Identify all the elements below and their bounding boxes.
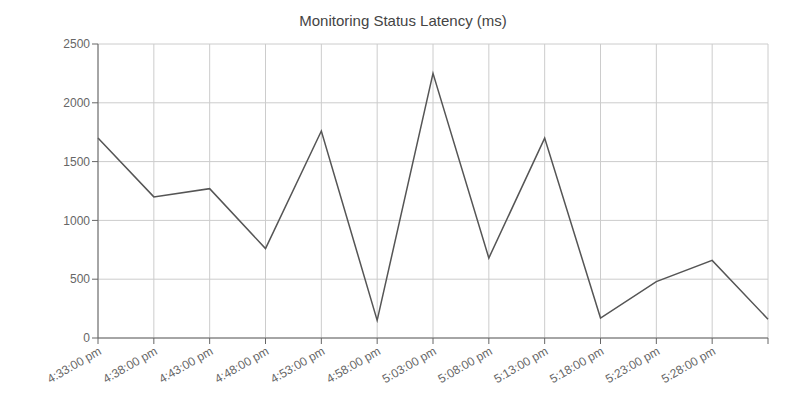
svg-text:5:13:00 pm: 5:13:00 pm	[491, 344, 550, 386]
svg-text:1500: 1500	[63, 155, 90, 169]
svg-text:4:48:00 pm: 4:48:00 pm	[212, 344, 271, 386]
svg-text:4:38:00 pm: 4:38:00 pm	[101, 344, 160, 386]
svg-text:4:43:00 pm: 4:43:00 pm	[156, 344, 215, 386]
svg-text:1000: 1000	[63, 214, 90, 228]
svg-text:500: 500	[70, 272, 90, 286]
svg-text:0: 0	[83, 331, 90, 345]
html-text:Monitoring Status Latency (ms): Monitoring Status Latency (ms)	[299, 12, 507, 29]
svg-text:2500: 2500	[63, 37, 90, 51]
svg-text:5:23:00 pm: 5:23:00 pm	[603, 344, 662, 386]
svg-text:5:03:00 pm: 5:03:00 pm	[380, 344, 439, 386]
svg-text:5:08:00 pm: 5:08:00 pm	[436, 344, 495, 386]
svg-text:4:53:00 pm: 4:53:00 pm	[268, 344, 327, 386]
svg-text:4:58:00 pm: 4:58:00 pm	[324, 344, 383, 386]
svg-text:5:28:00 pm: 5:28:00 pm	[659, 344, 718, 386]
svg-text:2000: 2000	[63, 96, 90, 110]
svg-text:5:18:00 pm: 5:18:00 pm	[547, 344, 606, 386]
svg-text:4:33:00 pm: 4:33:00 pm	[45, 344, 104, 386]
